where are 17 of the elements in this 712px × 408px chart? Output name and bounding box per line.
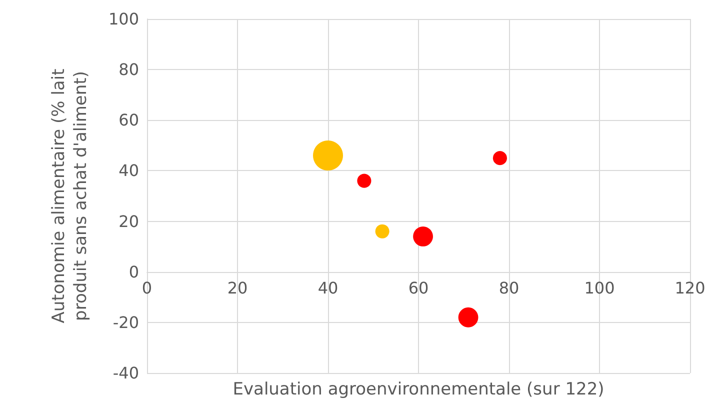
x-tick-label: 0	[142, 278, 152, 298]
x-tick-label: 120	[674, 278, 706, 298]
x-tick-label: 60	[408, 278, 429, 298]
y-tick-label: 60	[118, 110, 139, 130]
y-axis-title: Autonomie alimentaire (% lait produit sans achat d'aliment)	[49, 68, 91, 324]
y-tick-label: 80	[118, 60, 139, 80]
x-tick-label: 80	[498, 278, 520, 298]
y-tick-label: 20	[118, 212, 139, 231]
y-tick-label: -20	[112, 312, 139, 332]
x-tick-label: 20	[227, 278, 248, 298]
y-tick-label: 40	[118, 161, 139, 180]
x-axis-title: Evaluation agroenvironnementale (sur 122)	[232, 380, 604, 400]
y-tick-label: 0	[128, 262, 139, 282]
x-tick-label: 40	[318, 278, 338, 298]
y-tick-label: 100	[108, 10, 139, 28]
y-tick-label: -40	[112, 364, 139, 382]
x-tick-label: 100	[584, 278, 615, 298]
